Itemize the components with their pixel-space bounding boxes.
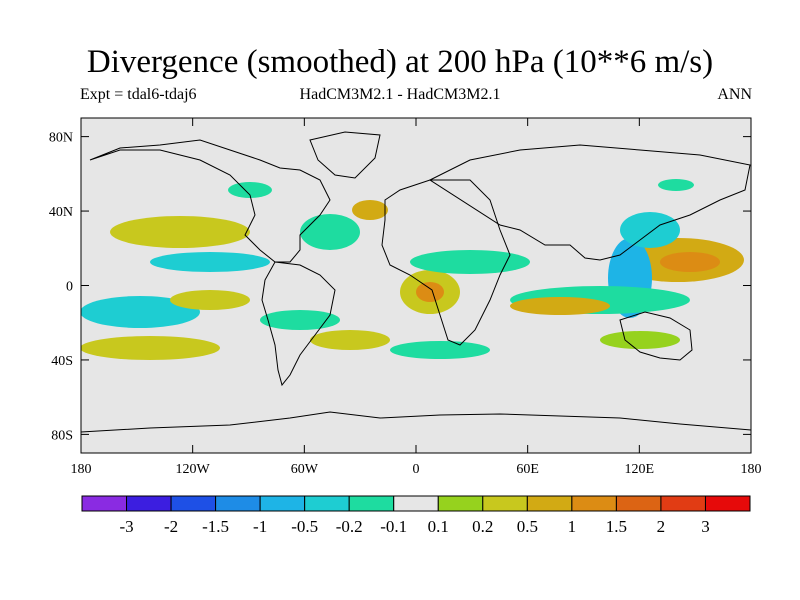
x-tick-label: 60E [516, 462, 539, 477]
colorbar-swatch [482, 495, 528, 512]
coastline-africa-europe [381, 179, 511, 346]
colorbar-label: -1.5 [202, 517, 229, 536]
colorbar-label: -0.5 [291, 517, 318, 536]
coastline-asia [428, 144, 751, 261]
field-blob [510, 297, 610, 315]
coastline-greenland [309, 131, 381, 179]
colorbar-swatch [304, 495, 350, 512]
colorbar-swatch [170, 495, 217, 512]
colorbar-label: 0.2 [472, 517, 493, 536]
experiment-label: Expt = tdal6-tdaj6 [80, 86, 197, 103]
field-blob [150, 252, 270, 272]
colorbar-swatch [615, 495, 662, 512]
colorbar-label: -0.2 [336, 517, 363, 536]
colorbar-swatch [526, 495, 573, 512]
y-tick-label: 80N [49, 131, 73, 146]
x-tick-label: 180 [741, 462, 762, 477]
divergence-field [81, 179, 744, 360]
field-blob [410, 250, 530, 274]
colorbar-swatch [126, 495, 172, 512]
colorbar-swatch [259, 495, 306, 512]
colorbar-swatch [215, 495, 261, 512]
colorbar-label: 1.5 [606, 517, 627, 536]
field-blob [658, 179, 694, 191]
colorbar-label: -2 [164, 517, 178, 536]
field-blob [620, 212, 680, 248]
coastline-antarctica [81, 411, 751, 433]
field-blob [300, 214, 360, 250]
field-blob [170, 290, 250, 310]
coastlines [81, 131, 751, 433]
colorbar-label: -0.1 [380, 517, 407, 536]
field-blob [110, 216, 250, 248]
colorbar-swatch [348, 495, 395, 512]
colorbar-swatch [393, 495, 439, 512]
colorbar-swatch [704, 495, 751, 512]
x-tick-label: 180 [71, 462, 92, 477]
colorbar-label: 0.1 [428, 517, 449, 536]
field-blob [81, 336, 220, 360]
map-title: Divergence (smoothed) at 200 hPa (10**6 … [86, 44, 714, 80]
colorbar-label: 3 [701, 517, 710, 536]
y-tick-label: 80S [51, 428, 73, 443]
coastline-north-america [89, 139, 331, 263]
field-blob [390, 341, 490, 359]
model-label: HadCM3M2.1 - HadCM3M2.1 [299, 86, 501, 103]
season-label: ANN [717, 86, 752, 103]
colorbar-label: 0.5 [517, 517, 538, 536]
colorbar-label: 2 [657, 517, 666, 536]
colorbar-swatch [81, 495, 128, 512]
field-blob [260, 310, 340, 330]
x-tick-label: 0 [413, 462, 420, 477]
y-tick-label: 40S [51, 354, 73, 369]
colorbar-label: -1 [253, 517, 267, 536]
x-tick-label: 60W [291, 462, 319, 477]
x-tick-label: 120W [176, 462, 211, 477]
field-blob [416, 282, 444, 302]
colorbar-swatch [437, 495, 484, 512]
coastline-south-america [261, 261, 336, 387]
colorbar-swatch [660, 495, 706, 512]
y-tick-label: 40N [49, 205, 73, 220]
colorbar-swatch [571, 495, 617, 512]
coastline-australia [619, 311, 693, 361]
field-blob [81, 296, 200, 328]
field-shapes [81, 179, 744, 360]
field-blob [310, 330, 390, 350]
field-blob [228, 182, 272, 198]
x-tick-label: 120E [625, 462, 655, 477]
colorbar-label: 1 [568, 517, 577, 536]
field-blob [660, 252, 720, 272]
field-blob [352, 200, 388, 220]
y-tick-label: 0 [66, 280, 73, 295]
colorbar-label: -3 [119, 517, 133, 536]
field-blob [600, 331, 680, 349]
